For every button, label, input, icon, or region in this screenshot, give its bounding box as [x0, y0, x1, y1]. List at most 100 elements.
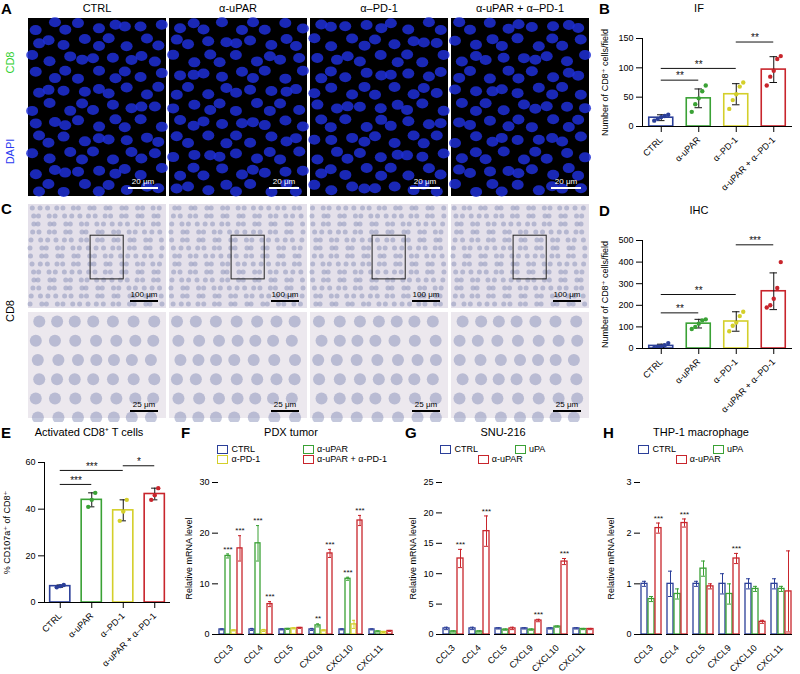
- svg-text:60: 60: [25, 457, 35, 467]
- svg-text:CTRL: CTRL: [40, 611, 64, 635]
- svg-text:***: ***: [680, 510, 689, 519]
- svg-text:**: **: [695, 59, 703, 70]
- svg-text:% CD107a⁺ of CD8⁺: % CD107a⁺ of CD8⁺: [2, 490, 12, 574]
- svg-text:100: 100: [618, 322, 633, 332]
- svg-text:***: ***: [654, 514, 663, 523]
- svg-text:α–PD-1: α–PD-1: [98, 611, 127, 640]
- svg-text:α–PD-1: α–PD-1: [711, 135, 740, 164]
- svg-text:100 μm: 100 μm: [413, 290, 440, 299]
- svg-text:CCL3: CCL3: [434, 643, 457, 666]
- svg-text:40: 40: [25, 504, 35, 514]
- svg-text:100: 100: [618, 63, 633, 73]
- svg-text:***: ***: [732, 544, 741, 553]
- svg-text:20 μm: 20 μm: [273, 177, 296, 186]
- svg-text:α-uPAR + α–PD-1: α-uPAR + α–PD-1: [719, 357, 777, 415]
- svg-text:CCL4: CCL4: [242, 643, 265, 666]
- svg-text:25 μm: 25 μm: [556, 400, 579, 409]
- svg-text:Number of CD8⁺ cells/field: Number of CD8⁺ cells/field: [600, 241, 610, 348]
- svg-text:CXCL10: CXCL10: [530, 643, 561, 674]
- svg-text:Relative mRNA level: Relative mRNA level: [184, 517, 194, 599]
- svg-text:150: 150: [618, 33, 633, 43]
- svg-text:**: **: [676, 70, 684, 81]
- svg-text:Number of CD8⁺ cells/field: Number of CD8⁺ cells/field: [600, 29, 610, 136]
- svg-text:CD8: CD8: [4, 300, 16, 322]
- svg-text:15: 15: [423, 538, 433, 548]
- svg-text:***: ***: [265, 592, 274, 601]
- svg-text:20: 20: [199, 528, 209, 538]
- svg-text:***: ***: [534, 610, 543, 619]
- svg-text:α–PD-1: α–PD-1: [711, 357, 740, 386]
- svg-text:α-uPAR + α–PD-1: α-uPAR + α–PD-1: [476, 2, 564, 14]
- svg-text:300: 300: [618, 279, 633, 289]
- svg-text:***: ***: [235, 526, 244, 535]
- svg-text:***: ***: [70, 475, 82, 486]
- svg-text:20: 20: [423, 508, 433, 518]
- svg-text:100 μm: 100 μm: [131, 290, 158, 299]
- svg-text:α-uPAR: α-uPAR: [66, 610, 95, 639]
- svg-text:10: 10: [199, 579, 209, 589]
- svg-text:200: 200: [618, 300, 633, 310]
- svg-text:1: 1: [626, 579, 631, 589]
- svg-text:CCL3: CCL3: [212, 643, 235, 666]
- svg-text:α-uPAR + α–PD-1: α-uPAR + α–PD-1: [719, 135, 777, 193]
- svg-text:2: 2: [626, 528, 631, 538]
- svg-text:0: 0: [204, 629, 209, 639]
- svg-text:**: **: [751, 32, 759, 43]
- svg-text:5: 5: [428, 599, 433, 609]
- svg-text:50: 50: [623, 92, 633, 102]
- svg-text:***: ***: [223, 545, 232, 554]
- svg-text:DAPI: DAPI: [4, 139, 16, 165]
- svg-text:*: *: [137, 456, 141, 467]
- svg-text:α-uPAR: α-uPAR: [673, 134, 702, 163]
- svg-text:100 μm: 100 μm: [272, 290, 299, 299]
- svg-text:***: ***: [456, 540, 465, 549]
- svg-text:CD8: CD8: [4, 51, 16, 73]
- svg-text:**: **: [315, 614, 321, 623]
- svg-text:CTRL: CTRL: [83, 2, 112, 14]
- svg-text:20: 20: [25, 551, 35, 561]
- svg-text:CXCL11: CXCL11: [354, 643, 385, 674]
- svg-text:CXCL9: CXCL9: [297, 643, 325, 671]
- svg-text:25 μm: 25 μm: [133, 400, 156, 409]
- svg-text:CCL5: CCL5: [272, 643, 295, 666]
- svg-text:3: 3: [626, 477, 631, 487]
- svg-text:CCL5: CCL5: [684, 643, 707, 666]
- svg-text:**: **: [695, 285, 703, 296]
- svg-text:CXCL11: CXCL11: [556, 643, 587, 674]
- svg-text:α–PD-1: α–PD-1: [360, 2, 398, 14]
- svg-text:CCL4: CCL4: [658, 643, 681, 666]
- svg-text:α-uPAR: α-uPAR: [673, 356, 702, 385]
- svg-text:CCL5: CCL5: [486, 643, 509, 666]
- svg-text:CCL3: CCL3: [632, 643, 655, 666]
- svg-text:CTRL: CTRL: [641, 135, 665, 159]
- svg-text:0: 0: [628, 121, 633, 131]
- svg-text:0: 0: [628, 343, 633, 353]
- svg-text:0: 0: [626, 629, 631, 639]
- svg-text:500: 500: [618, 235, 633, 245]
- svg-text:α-uPAR: α-uPAR: [219, 2, 257, 14]
- svg-text:20 μm: 20 μm: [132, 177, 155, 186]
- svg-text:***: ***: [355, 506, 364, 515]
- svg-text:20 μm: 20 μm: [414, 177, 437, 186]
- svg-text:***: ***: [560, 549, 569, 558]
- svg-text:CCL4: CCL4: [460, 643, 483, 666]
- svg-text:20 μm: 20 μm: [555, 177, 578, 186]
- svg-text:***: ***: [749, 235, 761, 246]
- svg-text:0: 0: [30, 597, 35, 607]
- svg-text:Relative mRNA level: Relative mRNA level: [408, 517, 418, 599]
- svg-text:***: ***: [325, 540, 334, 549]
- svg-text:***: ***: [86, 461, 98, 472]
- svg-text:30: 30: [199, 477, 209, 487]
- svg-text:100 μm: 100 μm: [554, 290, 581, 299]
- svg-text:CXCL10: CXCL10: [728, 643, 759, 674]
- svg-text:25 μm: 25 μm: [274, 400, 297, 409]
- svg-text:400: 400: [618, 257, 633, 267]
- svg-text:25 μm: 25 μm: [415, 400, 438, 409]
- svg-text:***: ***: [253, 516, 262, 525]
- svg-text:CTRL: CTRL: [641, 357, 665, 381]
- svg-text:***: ***: [482, 507, 491, 516]
- svg-text:Relative mRNA level: Relative mRNA level: [606, 517, 616, 599]
- svg-text:10: 10: [423, 569, 433, 579]
- svg-text:25: 25: [423, 477, 433, 487]
- svg-text:**: **: [676, 303, 684, 314]
